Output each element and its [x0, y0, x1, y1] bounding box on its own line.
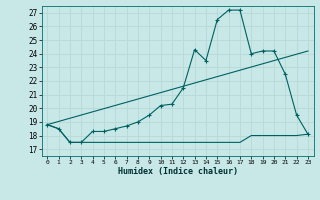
- X-axis label: Humidex (Indice chaleur): Humidex (Indice chaleur): [118, 167, 237, 176]
